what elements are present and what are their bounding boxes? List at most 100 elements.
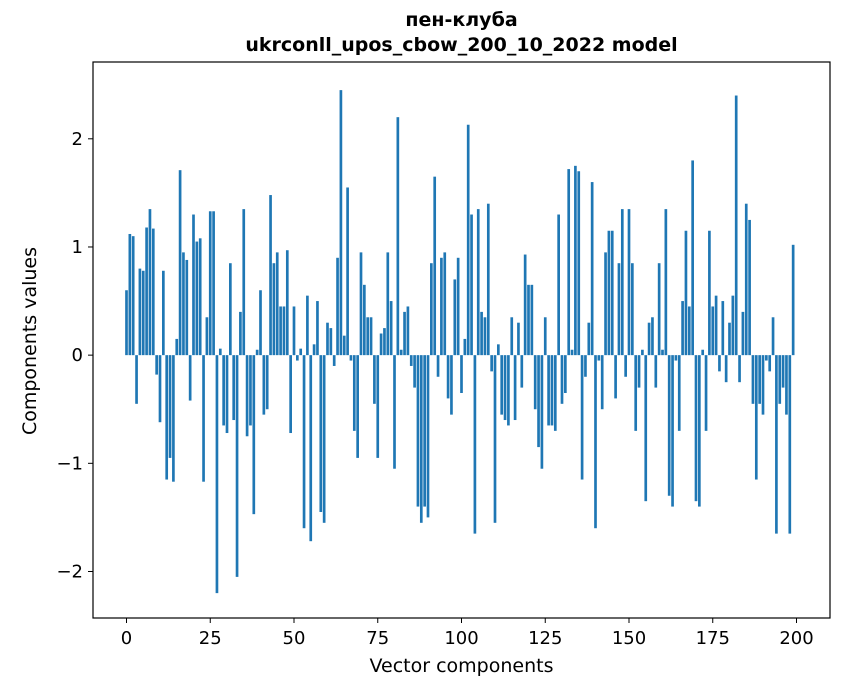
bar bbox=[513, 355, 517, 421]
bar bbox=[667, 355, 671, 496]
bar bbox=[557, 214, 560, 356]
bar bbox=[564, 355, 567, 393]
bar bbox=[594, 355, 597, 529]
bar bbox=[647, 322, 651, 356]
bar bbox=[590, 182, 594, 356]
bar bbox=[624, 355, 627, 377]
bar bbox=[299, 348, 303, 356]
bar bbox=[376, 355, 380, 458]
bar bbox=[416, 355, 420, 507]
bar bbox=[423, 355, 426, 507]
bar bbox=[644, 355, 648, 502]
bar bbox=[366, 317, 370, 356]
bar bbox=[205, 317, 209, 356]
bar bbox=[389, 301, 393, 356]
bar bbox=[158, 355, 162, 423]
bar bbox=[580, 355, 584, 480]
x-axis-label: Vector components bbox=[369, 655, 554, 677]
bar bbox=[440, 257, 443, 356]
bar bbox=[460, 355, 463, 393]
bar bbox=[175, 338, 179, 356]
bar bbox=[661, 349, 664, 356]
bar bbox=[403, 311, 406, 356]
bar bbox=[192, 214, 195, 356]
bar bbox=[543, 317, 547, 356]
bar bbox=[620, 209, 624, 356]
bar bbox=[269, 195, 272, 356]
bar bbox=[151, 228, 155, 356]
bar bbox=[148, 209, 152, 356]
bar bbox=[574, 165, 577, 356]
bar bbox=[681, 301, 684, 356]
x-tick-label: 75 bbox=[366, 628, 389, 649]
y-tick-label: −2 bbox=[56, 561, 83, 582]
bar bbox=[785, 355, 788, 415]
bar bbox=[607, 230, 611, 356]
bar bbox=[540, 355, 544, 469]
x-tick-label: 150 bbox=[612, 628, 646, 649]
bar bbox=[249, 355, 252, 426]
bar bbox=[279, 306, 282, 356]
bar bbox=[486, 203, 490, 356]
bar bbox=[165, 355, 169, 480]
bar bbox=[768, 355, 772, 372]
bar bbox=[698, 355, 701, 507]
bar bbox=[413, 355, 416, 388]
bar bbox=[741, 311, 745, 356]
x-tick-label: 200 bbox=[779, 628, 813, 649]
bar bbox=[339, 90, 343, 356]
bar bbox=[677, 355, 681, 431]
bar bbox=[450, 355, 453, 415]
bar bbox=[319, 355, 323, 512]
x-tick-label: 100 bbox=[444, 628, 478, 649]
bar bbox=[553, 355, 557, 431]
bar bbox=[631, 263, 634, 356]
x-tick-label: 25 bbox=[199, 628, 222, 649]
bar bbox=[651, 317, 654, 356]
bar bbox=[162, 270, 165, 356]
bar bbox=[356, 355, 359, 458]
y-tick-label: 0 bbox=[72, 345, 83, 366]
x-tick-label: 175 bbox=[696, 628, 730, 649]
bar bbox=[510, 317, 514, 356]
bar bbox=[409, 355, 413, 366]
bar bbox=[306, 295, 309, 356]
bar bbox=[634, 355, 638, 431]
bar bbox=[584, 355, 587, 377]
bar bbox=[473, 355, 477, 534]
bar bbox=[172, 355, 175, 482]
bar bbox=[195, 241, 199, 356]
chart-title-line2: ukrconll_upos_cbow_200_10_2022 model bbox=[245, 34, 678, 56]
bar bbox=[718, 355, 721, 372]
bar bbox=[627, 209, 631, 356]
bar bbox=[610, 230, 614, 356]
bar bbox=[312, 344, 316, 356]
bar bbox=[131, 236, 135, 356]
bar bbox=[135, 355, 138, 404]
bar bbox=[530, 284, 534, 356]
bar bbox=[222, 355, 225, 426]
bar bbox=[188, 355, 192, 401]
bar bbox=[463, 338, 467, 356]
bar bbox=[255, 349, 259, 356]
bar bbox=[289, 355, 292, 434]
bar bbox=[704, 355, 708, 431]
bar bbox=[507, 355, 510, 426]
bar bbox=[128, 233, 132, 356]
bar bbox=[229, 263, 232, 356]
bar bbox=[379, 333, 383, 356]
bar bbox=[711, 306, 715, 356]
bar bbox=[352, 355, 356, 431]
bar bbox=[383, 328, 386, 356]
bar bbox=[567, 169, 571, 356]
bar bbox=[443, 252, 447, 356]
bar bbox=[503, 355, 507, 421]
bar bbox=[527, 284, 530, 356]
bar bbox=[523, 254, 527, 356]
x-tick-label: 50 bbox=[283, 628, 306, 649]
bar bbox=[168, 355, 172, 458]
bar bbox=[637, 355, 641, 388]
chart-title: пен-клуба ukrconll_upos_cbow_200_10_2022… bbox=[93, 8, 830, 58]
bar bbox=[734, 95, 738, 356]
bar bbox=[641, 349, 644, 356]
